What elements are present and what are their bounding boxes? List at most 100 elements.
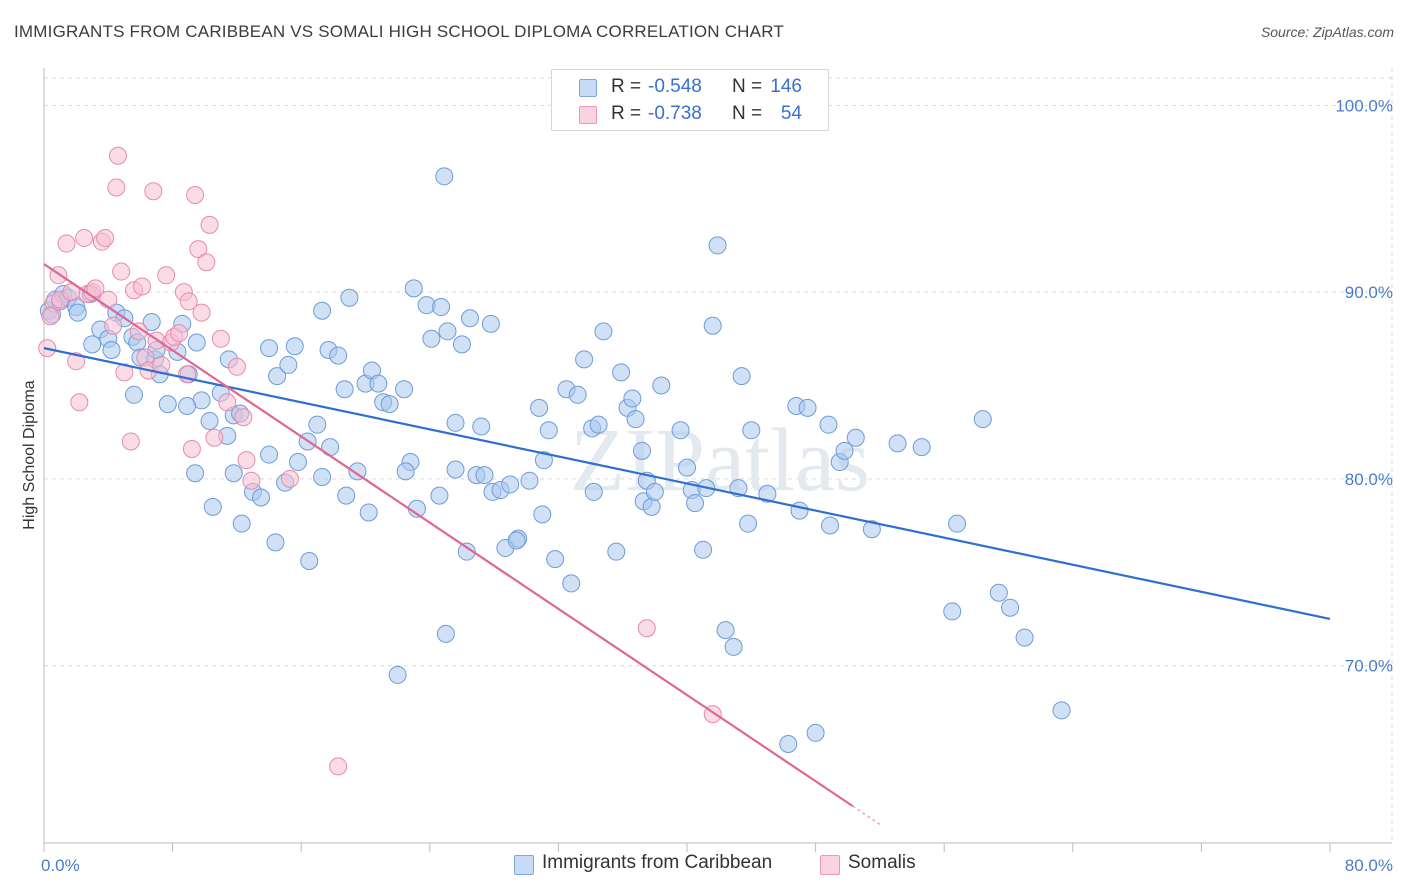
point-caribbean bbox=[232, 514, 251, 533]
legend-r-label: R = bbox=[611, 103, 642, 124]
point-somalis bbox=[70, 393, 89, 412]
point-caribbean bbox=[308, 415, 327, 434]
point-caribbean bbox=[912, 438, 931, 457]
point-caribbean bbox=[313, 301, 332, 320]
point-somalis bbox=[112, 262, 131, 281]
point-caribbean bbox=[594, 322, 613, 341]
point-caribbean bbox=[178, 397, 197, 416]
point-caribbean bbox=[475, 466, 494, 485]
point-somalis bbox=[192, 303, 211, 322]
point-somalis bbox=[637, 619, 656, 638]
legend-n-label: N = bbox=[732, 103, 763, 124]
point-somalis bbox=[157, 266, 176, 285]
point-caribbean bbox=[369, 374, 388, 393]
point-caribbean bbox=[460, 309, 479, 328]
point-caribbean bbox=[626, 410, 645, 429]
y-tick-label: 80.0% bbox=[1345, 470, 1393, 489]
point-caribbean bbox=[102, 340, 121, 359]
point-somalis bbox=[234, 408, 253, 427]
chart-title: IMMIGRANTS FROM CARIBBEAN VS SOMALI HIGH… bbox=[14, 22, 784, 41]
trend-line-somalis bbox=[43, 263, 854, 807]
y-tick-label: 70.0% bbox=[1345, 657, 1393, 676]
point-somalis bbox=[227, 357, 246, 376]
point-caribbean bbox=[436, 624, 455, 643]
legend-row-caribbean: R = -0.548 N = 146 bbox=[552, 74, 828, 100]
bottom-legend-swatch-blue bbox=[514, 855, 534, 875]
point-caribbean bbox=[266, 533, 285, 552]
point-caribbean bbox=[652, 376, 671, 395]
point-somalis bbox=[170, 324, 189, 343]
point-caribbean bbox=[313, 467, 332, 486]
point-caribbean bbox=[501, 475, 520, 494]
point-caribbean bbox=[758, 484, 777, 503]
point-caribbean bbox=[288, 453, 307, 472]
point-somalis bbox=[115, 363, 134, 382]
point-somalis bbox=[329, 757, 348, 776]
point-caribbean bbox=[224, 464, 243, 483]
point-caribbean bbox=[125, 385, 144, 404]
legend-n-value: 54 bbox=[780, 103, 802, 124]
point-caribbean bbox=[435, 167, 454, 186]
point-somalis bbox=[179, 292, 198, 311]
point-caribbean bbox=[1052, 701, 1071, 720]
point-caribbean bbox=[943, 602, 962, 621]
trend-line-somalis-extension bbox=[852, 805, 881, 825]
point-caribbean bbox=[396, 462, 415, 481]
point-somalis bbox=[186, 185, 205, 204]
point-caribbean bbox=[989, 583, 1008, 602]
x-tick-label-max: 80.0% bbox=[1345, 856, 1393, 875]
legend-n-value: 146 bbox=[770, 76, 802, 97]
point-caribbean bbox=[438, 322, 457, 341]
point-caribbean bbox=[300, 552, 319, 571]
point-caribbean bbox=[68, 303, 87, 322]
point-caribbean bbox=[533, 505, 552, 524]
legend-r-value: -0.738 bbox=[648, 103, 702, 124]
point-caribbean bbox=[395, 380, 414, 399]
point-caribbean bbox=[279, 355, 298, 374]
legend-swatch-blue bbox=[579, 79, 597, 97]
legend-swatch-pink bbox=[579, 106, 597, 124]
point-caribbean bbox=[268, 367, 287, 386]
bottom-legend-label: Somalis bbox=[848, 852, 916, 873]
point-caribbean bbox=[520, 471, 539, 490]
y-tick-label: 100.0% bbox=[1335, 96, 1393, 115]
stats-legend: R = -0.548 N = 146 R = -0.738 N = 54 bbox=[551, 69, 829, 131]
trend-line-caribbean bbox=[43, 347, 1331, 620]
point-caribbean bbox=[632, 441, 651, 460]
point-caribbean bbox=[703, 316, 722, 335]
point-caribbean bbox=[446, 413, 465, 432]
point-caribbean bbox=[530, 398, 549, 417]
point-somalis bbox=[107, 178, 126, 197]
point-somalis bbox=[41, 307, 60, 326]
point-caribbean bbox=[380, 395, 399, 414]
point-caribbean bbox=[432, 298, 451, 317]
point-caribbean bbox=[359, 503, 378, 522]
point-caribbean bbox=[187, 333, 206, 352]
x-tick-label-min: 0.0% bbox=[41, 856, 80, 875]
point-somalis bbox=[189, 240, 208, 259]
point-caribbean bbox=[739, 514, 758, 533]
point-caribbean bbox=[388, 665, 407, 684]
point-caribbean bbox=[645, 482, 664, 501]
point-caribbean bbox=[612, 363, 631, 382]
point-somalis bbox=[86, 279, 105, 298]
point-caribbean bbox=[83, 335, 102, 354]
point-caribbean bbox=[329, 346, 348, 365]
point-caribbean bbox=[546, 550, 565, 569]
point-somalis bbox=[280, 469, 299, 488]
point-caribbean bbox=[798, 398, 817, 417]
axis-layer bbox=[43, 68, 1392, 852]
point-caribbean bbox=[335, 380, 354, 399]
point-caribbean bbox=[422, 329, 441, 348]
point-caribbean bbox=[252, 488, 271, 507]
point-caribbean bbox=[186, 464, 205, 483]
legend-r-value: -0.548 bbox=[648, 76, 702, 97]
point-caribbean bbox=[142, 312, 161, 331]
point-caribbean bbox=[948, 514, 967, 533]
point-somalis bbox=[121, 432, 140, 451]
legend-row-somalis: R = -0.738 N = 54 bbox=[552, 101, 828, 127]
point-caribbean bbox=[534, 451, 553, 470]
point-caribbean bbox=[285, 337, 304, 356]
point-caribbean bbox=[562, 574, 581, 593]
point-somalis bbox=[144, 182, 163, 201]
